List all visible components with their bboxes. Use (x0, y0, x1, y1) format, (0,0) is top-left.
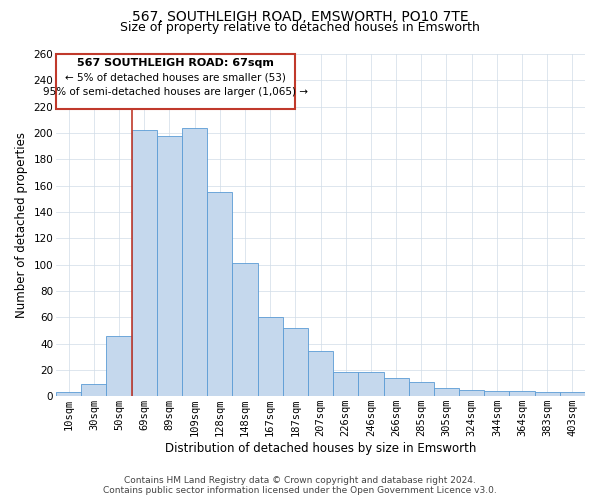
FancyBboxPatch shape (56, 54, 295, 110)
Bar (509, 391, 535, 396)
Bar (207, 192, 232, 396)
Bar (459, 390, 484, 396)
Bar (409, 382, 434, 396)
Text: ← 5% of detached houses are smaller (53): ← 5% of detached houses are smaller (53) (65, 72, 286, 83)
Text: 567 SOUTHLEIGH ROAD: 67sqm: 567 SOUTHLEIGH ROAD: 67sqm (77, 58, 274, 68)
Text: Contains public sector information licensed under the Open Government Licence v3: Contains public sector information licen… (103, 486, 497, 495)
Text: 95% of semi-detached houses are larger (1,065) →: 95% of semi-detached houses are larger (… (43, 87, 308, 97)
Bar (283, 328, 308, 396)
Y-axis label: Number of detached properties: Number of detached properties (15, 132, 28, 318)
Bar (535, 392, 560, 396)
Bar (106, 336, 131, 396)
Bar (182, 128, 207, 396)
Bar (257, 317, 283, 396)
Text: Contains HM Land Registry data © Crown copyright and database right 2024.: Contains HM Land Registry data © Crown c… (124, 476, 476, 485)
Bar (308, 352, 333, 396)
X-axis label: Distribution of detached houses by size in Emsworth: Distribution of detached houses by size … (165, 442, 476, 455)
Bar (333, 372, 358, 396)
Text: Size of property relative to detached houses in Emsworth: Size of property relative to detached ho… (120, 21, 480, 34)
Bar (560, 392, 585, 396)
Bar (434, 388, 459, 396)
Bar (131, 130, 157, 396)
Bar (81, 384, 106, 396)
Bar (56, 392, 81, 396)
Bar (383, 378, 409, 396)
Bar (232, 263, 257, 396)
Bar (484, 391, 509, 396)
Bar (358, 372, 383, 396)
Text: 567, SOUTHLEIGH ROAD, EMSWORTH, PO10 7TE: 567, SOUTHLEIGH ROAD, EMSWORTH, PO10 7TE (131, 10, 469, 24)
Bar (157, 136, 182, 396)
